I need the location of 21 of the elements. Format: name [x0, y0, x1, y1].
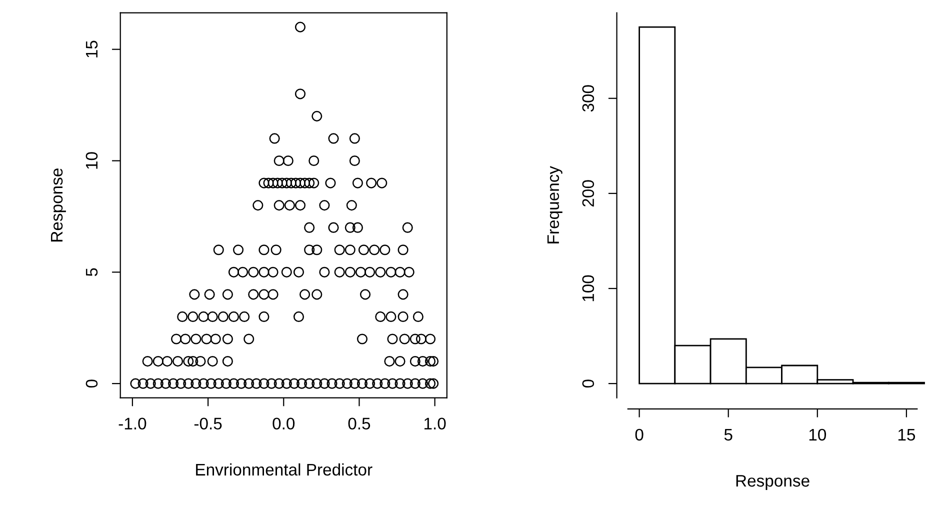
- x-tick-label: 10: [809, 428, 826, 441]
- y-tick-label: 5: [86, 268, 98, 276]
- y-tick-label: 300: [582, 85, 594, 112]
- x-tick-label: 0.5: [348, 418, 370, 430]
- x-axis-title: Envrionmental Predictor: [196, 463, 372, 476]
- x-tick-label: -1.0: [118, 418, 146, 430]
- y-tick-label: 15: [86, 40, 98, 58]
- x-axis-title: Response: [736, 475, 810, 490]
- x-tick-label: -0.5: [194, 418, 222, 430]
- x-tick-label: 0: [635, 428, 644, 441]
- y-axis-title: Response: [51, 168, 66, 242]
- x-tick-label: 15: [898, 428, 916, 441]
- y-axis-title: Frequency: [547, 166, 562, 244]
- x-tick-label: 1.0: [424, 418, 446, 430]
- y-tick-label: 200: [582, 180, 594, 206]
- y-tick-label: 0: [86, 380, 98, 388]
- y-tick-label: 0: [582, 380, 594, 388]
- y-tick-label: 100: [582, 275, 594, 302]
- x-tick-label: 0.0: [272, 418, 295, 430]
- y-tick-label: 10: [86, 152, 98, 169]
- x-tick-label: 5: [724, 428, 732, 441]
